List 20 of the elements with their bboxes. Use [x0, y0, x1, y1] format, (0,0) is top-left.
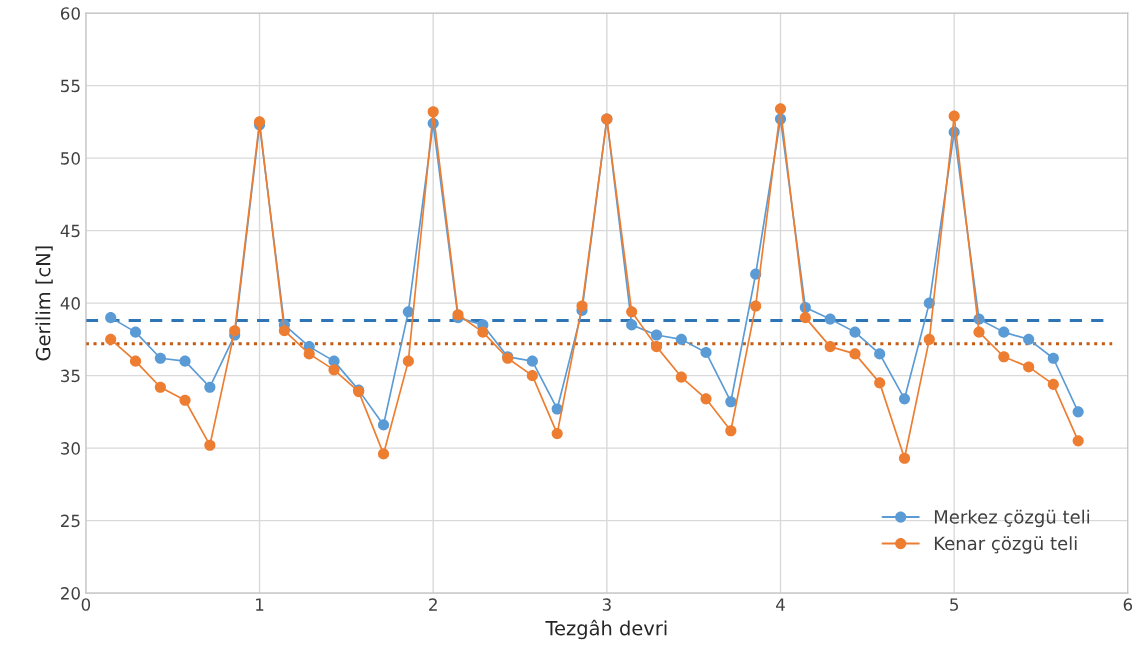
y-tick-label: 20 — [61, 587, 80, 600]
x-tick-label: 0 — [81, 598, 91, 611]
y-axis-title: Gerilim [cN] — [35, 246, 53, 361]
x-tick-label: 6 — [1123, 598, 1133, 611]
x-axis-title: Tezgâh devri — [545, 619, 667, 640]
x-tick-label: 5 — [950, 598, 959, 611]
x-tick-label: 1 — [256, 598, 264, 611]
x-tick-label: 3 — [602, 598, 611, 611]
y-tick-label: 50 — [61, 152, 80, 165]
y-tick-label: 35 — [61, 369, 80, 383]
y-tick-label: 55 — [61, 79, 80, 93]
x-tick-label: 2 — [429, 598, 437, 611]
y-tick-label: 45 — [60, 224, 80, 238]
y-tick-label: 30 — [61, 442, 80, 455]
legend-label: Merkez çözgü teli — [934, 509, 1090, 528]
y-tick-label: 60 — [60, 7, 80, 20]
legend-label: Kenar çözgü teli — [934, 536, 1077, 554]
y-tick-label: 40 — [60, 297, 80, 310]
x-tick-label: 4 — [776, 598, 785, 611]
y-tick-label: 25 — [61, 514, 80, 528]
